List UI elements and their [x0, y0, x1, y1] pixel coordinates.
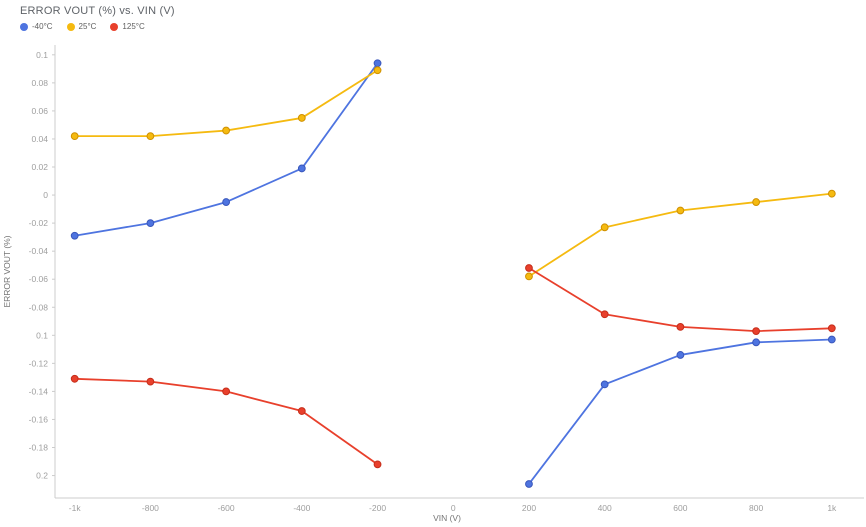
x-tick-label: -600 [218, 503, 235, 513]
data-point-0[interactable] [676, 351, 685, 359]
x-tick-label: 600 [673, 503, 687, 513]
y-axis-title: ERROR VOUT (%) [2, 235, 12, 307]
data-point-1[interactable] [222, 126, 231, 135]
data-point-2[interactable] [676, 322, 685, 331]
data-point-2[interactable] [827, 324, 836, 333]
data-point-2[interactable] [600, 310, 609, 319]
legend-label-minus40c: -40°C [32, 22, 53, 31]
legend-item-25c[interactable]: 25°C [66, 22, 97, 31]
legend-marker-minus40c-icon [20, 22, 28, 31]
data-point-2[interactable] [752, 327, 761, 336]
x-tick-label: -1k [69, 503, 82, 513]
legend-marker-25c-icon [66, 22, 75, 31]
x-tick-label: 800 [749, 503, 763, 513]
y-tick-label: -0.08 [29, 302, 49, 312]
y-tick-label: -0.16 [29, 414, 49, 424]
data-point-2[interactable] [146, 377, 155, 386]
data-point-1[interactable] [70, 132, 79, 141]
data-point-2[interactable] [222, 387, 231, 396]
data-point-1[interactable] [373, 66, 382, 75]
data-point-2[interactable] [297, 407, 306, 415]
data-point-0[interactable] [146, 219, 155, 228]
x-tick-label: 400 [598, 503, 612, 513]
data-point-1[interactable] [525, 272, 533, 281]
data-point-1[interactable] [297, 114, 306, 122]
x-tick-label: 200 [522, 503, 536, 513]
y-tick-label: -0.06 [29, 274, 49, 284]
legend-label-125c: 125°C [122, 22, 145, 31]
y-tick-label: -0.04 [29, 246, 49, 256]
legend-item-125c[interactable]: 125°C [110, 22, 145, 31]
y-tick-label: -0.12 [29, 358, 49, 368]
x-tick-label: 1k [827, 503, 837, 513]
y-tick-label: 0.02 [31, 162, 48, 172]
series-line-2 [528, 267, 832, 333]
y-tick-label: 0.06 [31, 106, 48, 116]
data-point-0[interactable] [600, 380, 609, 389]
data-point-2[interactable] [525, 264, 533, 272]
data-point-0[interactable] [373, 59, 382, 68]
data-point-1[interactable] [827, 189, 836, 198]
legend-marker-125c-icon [110, 22, 119, 31]
x-tick-label: -400 [293, 503, 310, 513]
data-point-0[interactable] [752, 338, 761, 347]
legend: -40°C 25°C 125°C [20, 22, 175, 31]
legend-label-25c: 25°C [78, 22, 97, 31]
data-point-0[interactable] [827, 335, 836, 344]
data-point-2[interactable] [373, 460, 382, 469]
data-point-0[interactable] [222, 198, 231, 206]
data-point-1[interactable] [752, 198, 761, 206]
x-tick-label: 0 [451, 503, 456, 513]
y-tick-label: -0.14 [29, 386, 49, 396]
y-tick-label: 0 [43, 190, 48, 200]
data-point-1[interactable] [146, 132, 155, 141]
x-tick-label: -200 [369, 503, 386, 513]
y-tick-label: 0.08 [31, 78, 48, 88]
legend-item-minus40c[interactable]: -40°C [20, 22, 53, 31]
y-tick-label: -0.02 [29, 218, 49, 228]
y-tick-label: 0.1 [36, 330, 48, 340]
x-axis-title: VIN (V) [433, 513, 461, 523]
data-point-1[interactable] [676, 206, 685, 215]
series-line-0 [74, 62, 379, 237]
y-tick-label: 0.2 [36, 471, 48, 481]
x-tick-label: -800 [142, 503, 159, 513]
data-point-0[interactable] [297, 164, 306, 173]
data-point-1[interactable] [600, 223, 609, 232]
data-point-0[interactable] [70, 231, 79, 240]
series-line-1 [528, 192, 832, 278]
y-tick-label: 0.04 [31, 134, 48, 144]
chart-header: ERROR VOUT (%) vs. VIN (V) -40°C 25°C 12… [20, 5, 175, 31]
chart-title: ERROR VOUT (%) vs. VIN (V) [20, 5, 175, 17]
y-tick-label: -0.18 [29, 443, 49, 453]
y-tick-label: 0.1 [36, 50, 48, 60]
data-point-0[interactable] [525, 480, 533, 488]
series-line-0 [528, 338, 832, 485]
data-point-2[interactable] [70, 374, 79, 383]
